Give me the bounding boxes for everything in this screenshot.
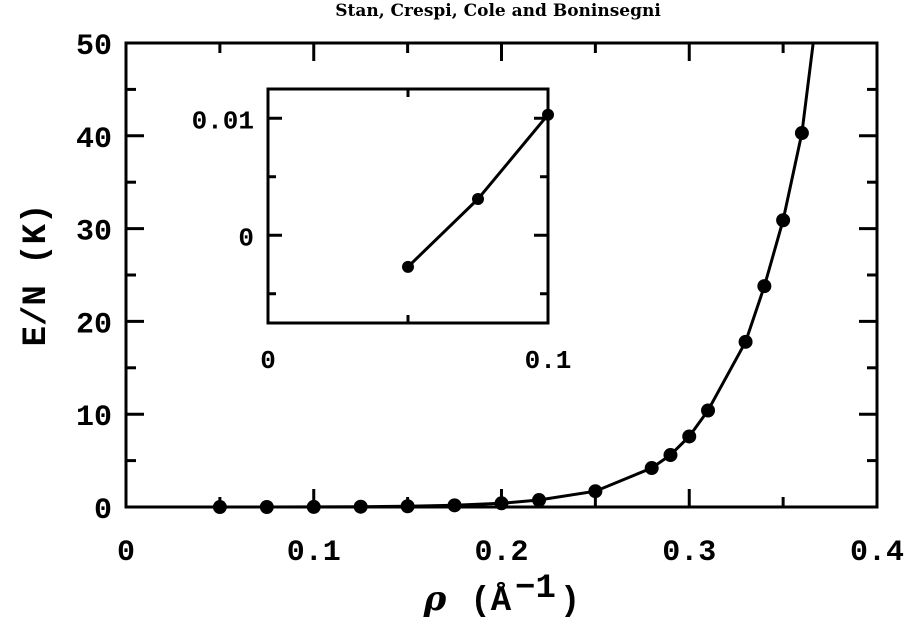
main-data-point: [212, 500, 227, 515]
main-data-point: [306, 499, 321, 514]
x-axis-label: ρ (Å −1 ): [423, 570, 581, 621]
main-data-point: [259, 500, 274, 515]
x-axis-label-close: ): [560, 583, 580, 621]
inset-series-points: [402, 108, 554, 273]
inset-data-point: [542, 108, 554, 121]
y-tick-label: 30: [76, 216, 112, 250]
x-tick-label: 0.2: [474, 536, 528, 570]
x-tick-label: 0: [117, 536, 135, 570]
y-tick-label: 20: [76, 308, 112, 342]
main-data-point: [738, 334, 753, 349]
main-data-point: [644, 461, 659, 476]
main-data-point: [776, 213, 791, 228]
inset-plot-frame: [266, 87, 550, 325]
running-head: Stan, Crespi, Cole and Boninsegni: [335, 1, 661, 21]
y-axis-label: E/N (K): [18, 204, 56, 347]
main-series-line: [219, 42, 815, 509]
inset-y-tick-label: 0: [238, 223, 254, 253]
inset-data-point: [472, 192, 484, 205]
inset-ticks: [266, 89, 550, 323]
x-tick-label: 0.3: [662, 536, 716, 570]
y-axis-label-group: E/N (K): [18, 204, 56, 347]
main-data-point: [794, 126, 809, 141]
y-tick-label: 10: [76, 401, 112, 435]
inset-data-point: [402, 260, 414, 273]
main-data-point: [682, 429, 697, 444]
inset-x-tick-label: 0.1: [525, 346, 572, 376]
y-tick-label: 0: [94, 494, 112, 528]
x-tick-label: 0.4: [850, 536, 904, 570]
inset-tick-labels: 0 0.1 0 0.01: [192, 106, 572, 376]
inset-plot: 0 0.1 0 0.01: [192, 87, 572, 376]
y-tick-label: 50: [76, 30, 112, 64]
main-plot: 0 0.1 0.2 0.3 0.4 0 10 20 30 40 50: [76, 30, 904, 570]
main-data-point: [757, 279, 772, 294]
main-data-point: [663, 448, 678, 463]
y-tick-label: 40: [76, 123, 112, 157]
main-data-point: [532, 493, 547, 508]
main-data-point: [400, 499, 415, 514]
x-axis-label-exponent: −1: [515, 570, 556, 608]
main-data-point: [494, 496, 509, 511]
main-data-point: [588, 484, 603, 499]
main-series-points: [212, 126, 809, 515]
x-axis-label-symbol: ρ: [423, 579, 447, 619]
x-axis-label-unit: (Å: [470, 582, 511, 621]
main-data-point: [353, 499, 368, 514]
main-tick-labels: 0 0.1 0.2 0.3 0.4 0 10 20 30 40 50: [76, 30, 904, 570]
main-ticks: [124, 41, 879, 509]
x-tick-label: 0.1: [287, 536, 341, 570]
main-data-point: [701, 403, 716, 418]
inset-x-tick-label: 0: [260, 346, 276, 376]
main-data-point: [447, 498, 462, 513]
inset-y-tick-label: 0.01: [192, 106, 254, 136]
